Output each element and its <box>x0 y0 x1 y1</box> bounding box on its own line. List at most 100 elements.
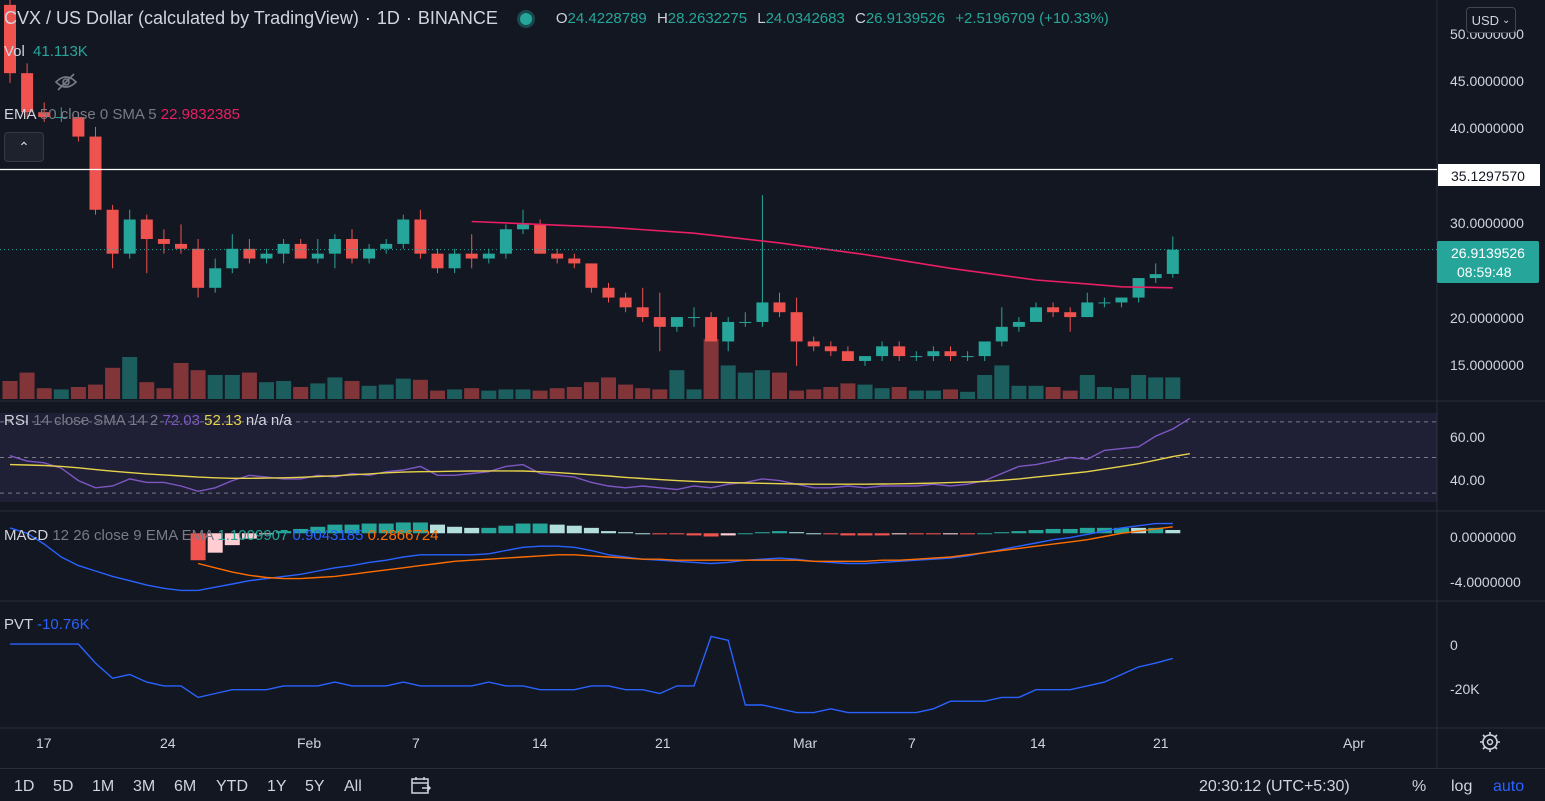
volume-bars <box>2 339 1181 399</box>
macd-histogram-bar <box>943 533 958 535</box>
macd-histogram-bar <box>190 533 206 561</box>
macd-histogram-bar <box>994 532 1010 534</box>
volume-bar <box>994 365 1010 399</box>
symbol-title[interactable]: CVX / US Dollar (calculated by TradingVi… <box>4 8 359 28</box>
volume-bar <box>601 377 616 399</box>
signal-value: 0.2866724 <box>367 527 439 544</box>
macd-legend[interactable]: MACD 12 26 close 9 EMA EMA 1.1009907 0.9… <box>4 527 439 544</box>
macd-histogram-bar <box>344 524 360 534</box>
rsi-axis: 40.00 60.00 <box>1450 429 1485 488</box>
gear-icon[interactable] <box>1480 732 1500 752</box>
market-status-icon[interactable] <box>519 12 532 25</box>
chart-header: CVX / US Dollar (calculated by TradingVi… <box>4 8 1109 29</box>
volume-bar <box>1114 388 1129 399</box>
volume-bar <box>344 381 360 399</box>
candle-body <box>790 312 803 342</box>
calendar-range-icon[interactable] <box>410 775 432 795</box>
pvt-legend[interactable]: PVT -10.76K <box>4 616 90 633</box>
candle-body <box>841 351 854 361</box>
volume-bar <box>498 389 514 399</box>
volume-bar <box>378 384 394 399</box>
macd-histogram-bar <box>310 526 326 534</box>
range-button-6m[interactable]: 6M <box>174 778 197 795</box>
range-button-1y[interactable]: 1Y <box>267 778 287 795</box>
time-label: 21 <box>1153 735 1169 751</box>
rsi-name: RSI <box>4 412 30 429</box>
volume-bar <box>310 383 326 399</box>
macd-histogram-bar <box>669 533 685 535</box>
auto-scale-toggle[interactable]: auto <box>1493 778 1525 795</box>
volume-bar <box>361 385 377 399</box>
candle-body <box>961 356 974 358</box>
macd-histogram-bar <box>361 523 377 534</box>
vol-legend[interactable]: Vol 41.113K <box>4 43 88 60</box>
rsi-legend[interactable]: RSI 14 close SMA 14 2 72.03 52.13 n/a n/… <box>4 412 292 429</box>
candles[interactable] <box>4 0 1179 366</box>
last-price-label: 26.9139526 <box>1451 245 1525 261</box>
candle-body <box>1098 302 1111 304</box>
log-scale-toggle[interactable]: log <box>1451 778 1473 795</box>
macd-axis: -4.0000000 0.0000000 <box>1450 529 1521 590</box>
time-axis[interactable]: 17 24 Feb 7 14 21 Mar 7 14 21 Apr <box>36 735 1365 751</box>
interval[interactable]: 1D <box>376 8 400 28</box>
range-button-ytd[interactable]: YTD <box>216 778 248 795</box>
percent-scale-toggle[interactable]: % <box>1412 778 1427 795</box>
range-button-5d[interactable]: 5D <box>53 778 74 795</box>
currency-select[interactable]: USD ⌄ <box>1466 7 1516 33</box>
macd-histogram-bar <box>1165 529 1181 534</box>
volume-bar <box>190 370 206 399</box>
eye-off-icon[interactable] <box>54 72 78 92</box>
ema-legend[interactable]: EMA 50 close 0 SMA 5 22.9832385 <box>4 106 240 123</box>
macd-histogram-bar <box>464 527 480 534</box>
volume-bar <box>908 390 924 399</box>
volume-bar <box>789 390 805 399</box>
macd-histogram-bar <box>259 533 274 535</box>
candle-body <box>1115 297 1128 303</box>
volume-bar <box>618 384 634 399</box>
macd-histogram-bar <box>1062 528 1078 534</box>
macd-histogram-bar <box>1148 527 1164 534</box>
candle-body <box>653 317 666 327</box>
macd-histogram-bar <box>789 532 805 534</box>
range-button-1m[interactable]: 1M <box>92 778 115 795</box>
time-label: Feb <box>297 735 321 751</box>
chart-canvas[interactable]: 15.0000000 20.0000000 30.0000000 40.0000… <box>0 0 1545 768</box>
close-label: C <box>854 10 866 27</box>
candle-body <box>157 239 170 244</box>
range-button-all[interactable]: All <box>344 778 362 795</box>
pvt-axis: -20K 0 <box>1450 637 1480 697</box>
macd-histogram-bar <box>481 527 497 534</box>
ema-line <box>471 220 1173 289</box>
time-label: 21 <box>655 735 671 751</box>
candle-body <box>209 268 222 288</box>
candle-body <box>636 307 649 318</box>
macd-histogram-bar <box>327 524 343 534</box>
range-button-3m[interactable]: 3M <box>133 778 156 795</box>
candle-body <box>175 243 187 249</box>
volume-bar <box>1096 387 1112 399</box>
candle-body <box>448 253 461 269</box>
macd-histogram-bar <box>925 533 941 535</box>
time-label: 7 <box>908 735 916 751</box>
volume-bar <box>720 365 736 399</box>
candle-body <box>243 248 256 259</box>
volume-bar <box>1028 385 1044 399</box>
clock-timezone[interactable]: 20:30:12 (UTC+5:30) <box>1199 778 1350 795</box>
candle-body <box>534 224 547 254</box>
range-button-5y[interactable]: 5Y <box>305 778 325 795</box>
candle-body <box>72 117 85 137</box>
candle-body <box>551 253 564 259</box>
volume-bar <box>977 375 993 399</box>
volume-bar <box>2 381 18 399</box>
collapse-legend-button[interactable]: ⌃ <box>4 132 44 162</box>
volume-bar <box>652 389 668 399</box>
volume-bar <box>88 384 103 399</box>
candle-body <box>773 302 786 313</box>
volume-bar <box>36 388 52 399</box>
volume-bar <box>515 389 531 399</box>
candle-body <box>294 243 307 259</box>
volume-bar <box>447 389 463 399</box>
range-button-1d[interactable]: 1D <box>14 778 35 795</box>
time-label: Mar <box>793 735 817 751</box>
price-axis[interactable]: 15.0000000 20.0000000 30.0000000 40.0000… <box>1450 26 1524 373</box>
